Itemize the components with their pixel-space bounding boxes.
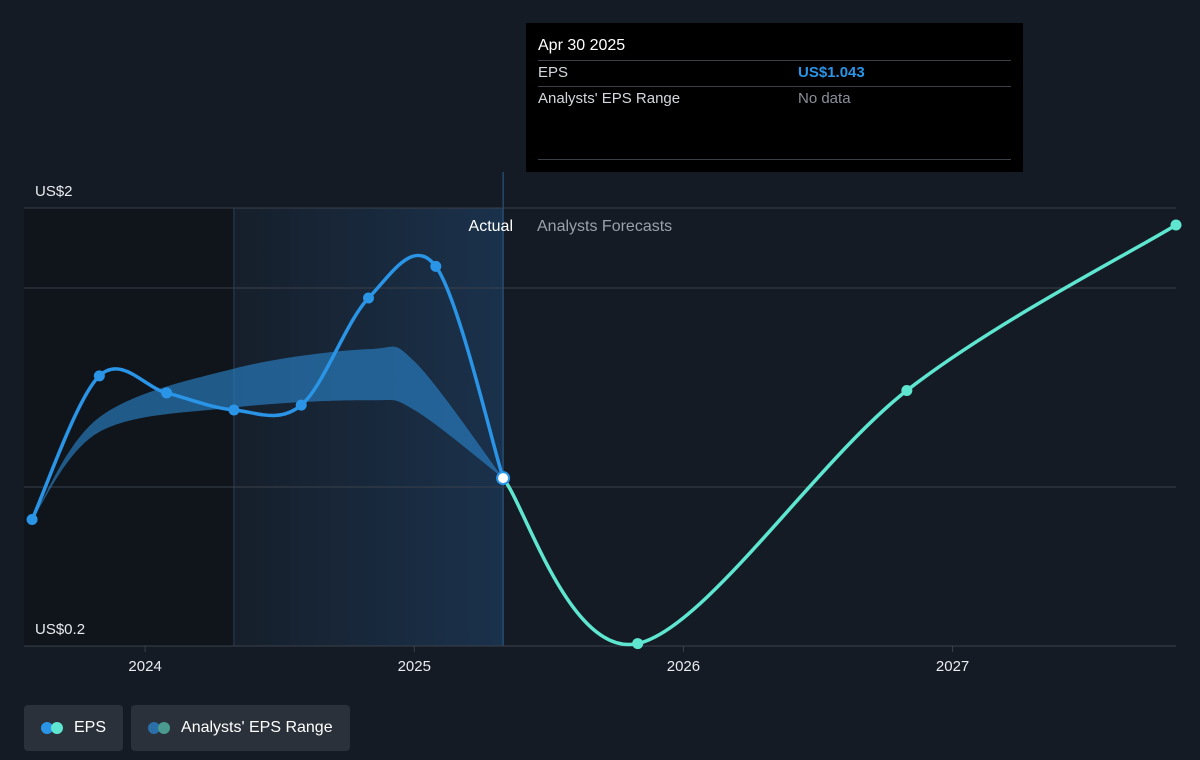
eps-point-actual-5 — [363, 292, 375, 304]
eps-point-actual-3 — [228, 404, 240, 416]
tooltip-divider — [538, 159, 1011, 160]
eps-point-actual-6 — [430, 260, 442, 272]
x-tick-label-2026: 2026 — [667, 658, 700, 675]
tooltip-date: Apr 30 2025 — [538, 37, 626, 54]
legend-eps-label: EPS — [74, 719, 107, 736]
tooltip-row-range: Analysts' EPS Range No data — [538, 86, 1011, 112]
past-shade — [24, 208, 234, 646]
legend-item-eps[interactable]: EPS — [24, 705, 124, 751]
eps-point-actual-1 — [93, 370, 105, 382]
eps-point-forecast-1 — [632, 638, 644, 650]
x-tick-label-2024: 2024 — [128, 658, 161, 675]
legend-range-label: Analysts' EPS Range — [181, 719, 333, 736]
eps-line-forecast — [501, 223, 1178, 647]
x-tick-label-2025: 2025 — [398, 658, 431, 675]
eps-point-actual-0 — [26, 513, 38, 525]
tooltip-row-eps: EPS US$1.043 — [538, 60, 1011, 86]
tooltip: Apr 30 2025 EPS US$1.043 Analysts' EPS R… — [526, 23, 1023, 172]
legend: EPS Analysts' EPS Range — [24, 705, 350, 751]
y-axis-top-label: US$2 — [35, 183, 73, 200]
eps-point-current — [496, 471, 511, 486]
tooltip-eps-label: EPS — [538, 64, 569, 81]
eps-point-forecast-3 — [1170, 219, 1182, 231]
eps-range-band — [32, 346, 504, 520]
tooltip-range-label: Analysts' EPS Range — [538, 90, 681, 107]
eps-point-actual-2 — [161, 387, 173, 399]
tooltip-eps-value: US$1.043 — [798, 64, 865, 81]
eps-point-actual-4 — [295, 399, 307, 411]
eps-dots-icon — [41, 722, 65, 734]
y-axis-bottom-label: US$0.2 — [35, 621, 85, 638]
range-dots-icon — [148, 722, 172, 734]
legend-item-range[interactable]: Analysts' EPS Range — [131, 705, 350, 751]
forecast-region-label: Analysts Forecasts — [537, 218, 672, 235]
actual-region-label: Actual — [469, 218, 513, 235]
tooltip-range-value: No data — [798, 90, 851, 107]
eps-point-forecast-2 — [901, 385, 913, 396]
x-tick-label-2027: 2027 — [936, 658, 969, 675]
